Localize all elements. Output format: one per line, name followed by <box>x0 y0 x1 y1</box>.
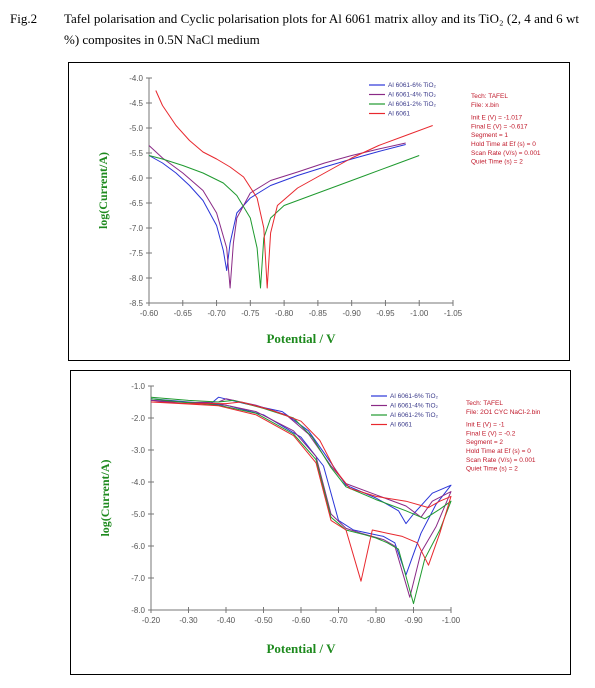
info-line: Segment = 2 <box>466 439 503 446</box>
legend-entry-1: Al 6061-4% TiO₂ <box>390 403 439 410</box>
tafel-chart-frame: -4.0 -4.5 -5.0 -5.5 -6.0 -6.5 -7.0 -7.5 -8.0 -8.5… <box>68 62 570 361</box>
y-tick-label: -4.5 <box>129 99 143 108</box>
info-line: Scan Rate (V/s) = 0.001 <box>471 150 541 157</box>
info-line: Segment = 1 <box>471 132 508 139</box>
y-tick-label: -6.0 <box>131 542 145 551</box>
y-axis-label: log(Current/A) <box>96 152 110 229</box>
y-tick-label: -7.5 <box>129 249 143 258</box>
info-line: File: x.bin <box>471 102 499 109</box>
x-tick-label: -0.30 <box>179 616 198 625</box>
legend-entry-3: Al 6061 <box>390 422 412 429</box>
series-line-3 <box>150 401 452 582</box>
tafel-chart: -4.0 -4.5 -5.0 -5.5 -6.0 -6.5 -7.0 -7.5 -8.0 -8.5… <box>96 74 541 346</box>
series-line-1 <box>148 142 406 289</box>
x-tick-label: -0.90 <box>404 616 423 625</box>
y-axis-label: log(Current/A) <box>98 459 112 536</box>
x-tick-label: -0.95 <box>376 309 395 318</box>
y-tick-label: -5.5 <box>129 149 143 158</box>
info-line: Quiet Time (s) = 2 <box>466 466 518 473</box>
legend-entry-2: Al 6061-2% TiO₂ <box>388 101 437 108</box>
y-tick-label: -8.0 <box>131 606 145 615</box>
x-tick-label: -0.60 <box>140 309 159 318</box>
y-tick-label: -2.0 <box>131 414 145 423</box>
info-line: Final E (V) = -0.2 <box>466 430 516 437</box>
x-tick-label: -0.50 <box>254 616 273 625</box>
x-tick-label: -0.70 <box>329 616 348 625</box>
y-tick-label: -8.0 <box>129 274 143 283</box>
x-tick-label: -1.05 <box>444 309 463 318</box>
info-line: File: 2O1 CYC NaCl-2.bin <box>466 409 541 416</box>
y-tick-label: -8.5 <box>129 299 143 308</box>
y-tick-label: -6.0 <box>129 174 143 183</box>
x-tick-label: -0.20 <box>142 616 161 625</box>
info-line: Init E (V) = -1.017 <box>471 115 523 122</box>
info-line: Quiet Time (s) = 2 <box>471 159 523 166</box>
y-tick-label: -3.0 <box>131 446 145 455</box>
y-tick-label: -4.0 <box>131 478 145 487</box>
info-line: Scan Rate (V/s) = 0.001 <box>466 457 536 464</box>
x-tick-label: -0.85 <box>309 309 328 318</box>
legend-entry-0: Al 6061-6% TiO₂ <box>388 82 437 89</box>
legend-entry-1: Al 6061-4% TiO₂ <box>388 92 437 99</box>
x-axis-label: Potential / V <box>266 641 336 656</box>
series-line-0 <box>148 144 406 271</box>
x-tick-label: -0.80 <box>275 309 294 318</box>
info-line: Tech: TAFEL <box>466 400 503 407</box>
figure-label: Fig.2 <box>10 11 38 26</box>
y-tick-label: -4.0 <box>129 74 143 83</box>
y-tick-label: -6.5 <box>129 199 143 208</box>
x-tick-label: -0.40 <box>217 616 236 625</box>
x-tick-label: -0.80 <box>367 616 386 625</box>
x-tick-label: -0.60 <box>292 616 311 625</box>
figure-caption-text: Tafel polarisation and Cyclic polarisati… <box>64 11 579 47</box>
info-line: Final E (V) = -0.617 <box>471 123 528 130</box>
cyclic-chart: -1.0 -2.0 -3.0 -4.0 -5.0 -6.0 -7.0 -8.0-0.20 -0.… <box>98 382 541 656</box>
x-tick-label: -0.70 <box>207 309 226 318</box>
legend-entry-3: Al 6061 <box>388 111 410 118</box>
y-tick-label: -1.0 <box>131 382 145 391</box>
info-line: Init E (V) = -1 <box>466 422 505 429</box>
info-line: Hold Time at Ef (s) = 0 <box>466 448 531 455</box>
y-tick-label: -5.0 <box>129 124 143 133</box>
y-tick-label: -5.0 <box>131 510 145 519</box>
legend-entry-2: Al 6061-2% TiO₂ <box>390 412 439 419</box>
x-tick-label: -0.90 <box>343 309 362 318</box>
x-axis-label: Potential / V <box>266 331 336 346</box>
info-line: Tech: TAFEL <box>471 93 508 100</box>
cyclic-chart-frame: -1.0 -2.0 -3.0 -4.0 -5.0 -6.0 -7.0 -8.0 -0.20 -0.… <box>70 370 571 675</box>
x-tick-label: -1.00 <box>442 616 461 625</box>
series-line-1 <box>150 398 452 598</box>
info-line: Hold Time at Ef (s) = 0 <box>471 141 536 148</box>
y-tick-label: -7.0 <box>131 574 145 583</box>
legend-entry-0: Al 6061-6% TiO₂ <box>390 393 439 400</box>
x-tick-label: -0.65 <box>174 309 193 318</box>
x-tick-label: -1.00 <box>410 309 429 318</box>
series-line-3 <box>155 90 433 289</box>
series-line-2 <box>148 155 420 289</box>
y-tick-label: -7.0 <box>129 224 143 233</box>
x-tick-label: -0.75 <box>241 309 260 318</box>
